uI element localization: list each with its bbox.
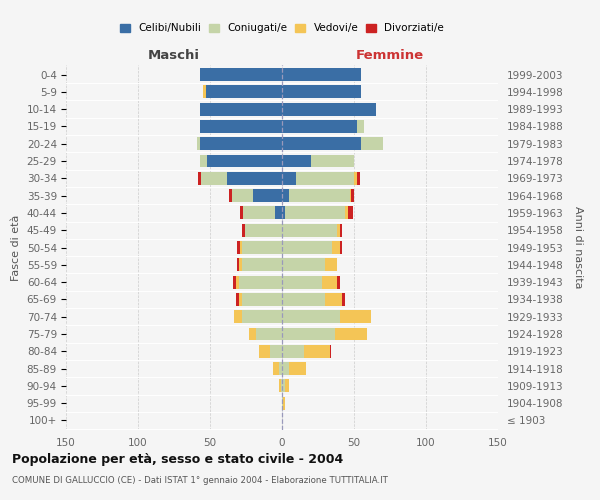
Bar <box>206 86 282 98</box>
Bar <box>227 172 282 185</box>
Bar <box>337 276 340 288</box>
Bar <box>311 154 354 168</box>
Bar <box>351 189 354 202</box>
Bar <box>199 172 202 185</box>
Bar <box>348 206 353 220</box>
Bar <box>275 206 282 220</box>
Bar <box>282 120 357 133</box>
Bar <box>282 380 285 392</box>
Bar <box>197 137 200 150</box>
Y-axis label: Fasce di età: Fasce di età <box>11 214 21 280</box>
Bar <box>282 172 296 185</box>
Bar <box>325 258 337 272</box>
Bar <box>325 293 343 306</box>
Bar <box>322 276 337 288</box>
Bar <box>282 258 325 272</box>
Bar <box>245 224 282 236</box>
Bar <box>282 206 285 220</box>
Bar <box>242 224 245 236</box>
Bar <box>337 224 340 236</box>
Bar <box>340 224 343 236</box>
Bar <box>239 276 282 288</box>
Bar <box>235 310 242 323</box>
Bar <box>296 172 354 185</box>
Text: Popolazione per età, sesso e stato civile - 2004: Popolazione per età, sesso e stato civil… <box>12 452 343 466</box>
Legend: Celibi/Nubili, Coniugati/e, Vedovi/e, Divorziati/e: Celibi/Nubili, Coniugati/e, Vedovi/e, Di… <box>116 19 448 38</box>
Bar <box>354 172 357 185</box>
Bar <box>256 328 282 340</box>
Bar <box>282 68 361 81</box>
Bar <box>243 206 275 220</box>
Bar <box>233 276 236 288</box>
Bar <box>200 102 282 116</box>
Bar <box>282 154 311 168</box>
Bar <box>200 137 282 150</box>
Bar <box>282 328 335 340</box>
Y-axis label: Anni di nascita: Anni di nascita <box>573 206 583 289</box>
Bar <box>282 362 289 375</box>
Bar <box>340 310 371 323</box>
Bar <box>242 258 282 272</box>
Bar <box>240 241 242 254</box>
Bar <box>304 345 329 358</box>
Bar <box>282 345 304 358</box>
Bar <box>282 241 332 254</box>
Bar <box>361 137 383 150</box>
Bar <box>249 328 256 340</box>
Bar <box>238 241 240 254</box>
Bar <box>242 293 282 306</box>
Bar <box>289 189 350 202</box>
Bar <box>283 396 285 409</box>
Bar <box>285 206 346 220</box>
Bar <box>236 276 239 288</box>
Bar <box>239 258 242 272</box>
Bar <box>259 345 271 358</box>
Bar <box>282 293 325 306</box>
Bar <box>282 224 337 236</box>
Bar <box>282 189 289 202</box>
Bar <box>202 172 227 185</box>
Bar <box>282 310 340 323</box>
Bar <box>236 293 239 306</box>
Bar <box>279 380 281 392</box>
Bar <box>329 345 331 358</box>
Text: Femmine: Femmine <box>356 50 424 62</box>
Bar <box>282 137 361 150</box>
Bar <box>350 189 351 202</box>
Bar <box>240 206 243 220</box>
Bar <box>357 120 364 133</box>
Bar <box>285 380 289 392</box>
Bar <box>281 380 282 392</box>
Bar <box>343 293 346 306</box>
Bar <box>340 241 343 254</box>
Text: Maschi: Maschi <box>148 50 200 62</box>
Bar <box>282 276 322 288</box>
Bar <box>239 293 242 306</box>
Bar <box>279 362 282 375</box>
Bar <box>200 154 207 168</box>
Bar <box>282 396 283 409</box>
Bar <box>203 86 206 98</box>
Bar <box>357 172 360 185</box>
Bar <box>238 258 239 272</box>
Bar <box>271 345 282 358</box>
Bar <box>242 310 282 323</box>
Bar <box>242 241 282 254</box>
Bar <box>200 68 282 81</box>
Bar <box>282 102 376 116</box>
Bar <box>229 189 232 202</box>
Bar <box>346 206 348 220</box>
Text: COMUNE DI GALLUCCIO (CE) - Dati ISTAT 1° gennaio 2004 - Elaborazione TUTTITALIA.: COMUNE DI GALLUCCIO (CE) - Dati ISTAT 1°… <box>12 476 388 485</box>
Bar <box>200 120 282 133</box>
Bar <box>207 154 282 168</box>
Bar <box>289 362 307 375</box>
Bar <box>274 362 279 375</box>
Bar <box>335 328 367 340</box>
Bar <box>232 189 253 202</box>
Bar <box>282 86 361 98</box>
Bar <box>253 189 282 202</box>
Bar <box>332 241 340 254</box>
